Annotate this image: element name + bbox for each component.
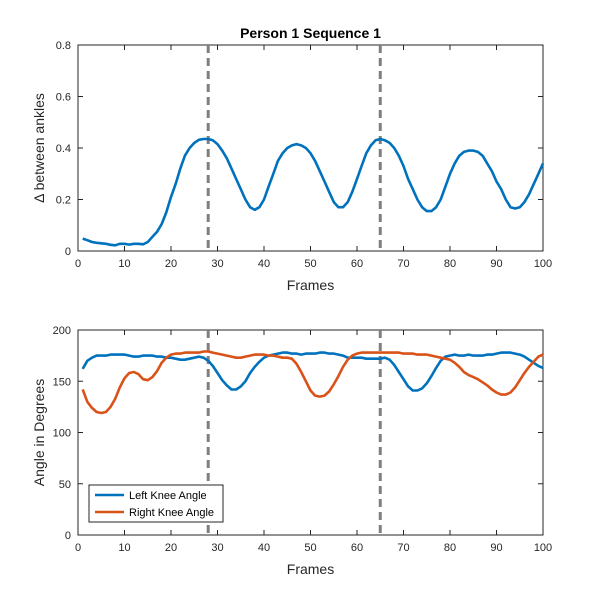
x-axis-label: Frames: [287, 561, 334, 577]
reference-lines: [206, 45, 382, 251]
chart-ankle-distance: 0 10 20 30 40 50 60 70 80 90 100 0 0.2 0.4 0.6 0.8 Per…: [31, 25, 552, 293]
x-tick-label: 80: [444, 542, 456, 554]
chart-knee-angles: 0 10 20 30 40 50 60 70 80 90 100 0 50 100 150 200 Fram…: [31, 325, 552, 577]
x-tick-label: 70: [397, 542, 409, 554]
x-tick-label: 40: [258, 258, 270, 270]
y-tick-labels: 0 0.2 0.4 0.6 0.8: [56, 40, 71, 258]
series-group: [82, 137, 545, 247]
x-tick-label: 10: [118, 542, 130, 554]
x-tick-label: 70: [397, 258, 409, 270]
y-tick-label: 50: [59, 479, 71, 491]
x-tick-label: 100: [534, 258, 552, 270]
y-axis-label: Δ between ankles: [31, 93, 47, 203]
x-tick-label: 60: [351, 258, 363, 270]
x-tick-label: 0: [75, 258, 81, 270]
y-tick-label: 150: [53, 376, 71, 388]
series-line-0: [81, 351, 544, 392]
series-line-0: [82, 137, 545, 247]
x-tick-label: 80: [444, 258, 456, 270]
tick-marks: [77, 329, 544, 536]
x-tick-label: 20: [165, 258, 177, 270]
x-tick-label: 50: [304, 542, 316, 554]
y-tick-label: 0.6: [56, 92, 71, 104]
x-tick-label: 100: [534, 542, 552, 554]
chart-title: Person 1 Sequence 1: [240, 25, 381, 41]
y-tick-label: 0.2: [56, 195, 71, 207]
legend: Left Knee Angle Right Knee Angle: [88, 484, 224, 523]
x-tick-label: 40: [258, 542, 270, 554]
x-tick-label: 10: [118, 258, 130, 270]
y-tick-label: 0.8: [56, 40, 71, 52]
y-tick-label: 0.4: [56, 143, 71, 155]
legend-box: [88, 484, 224, 523]
x-tick-label: 60: [351, 542, 363, 554]
series-group: [81, 350, 544, 415]
y-tick-label: 200: [53, 325, 71, 337]
x-tick-label: 20: [165, 542, 177, 554]
legend-label-left-knee: Left Knee Angle: [129, 490, 207, 502]
legend-label-right-knee: Right Knee Angle: [129, 507, 214, 519]
x-tick-label: 30: [211, 258, 223, 270]
y-tick-labels: 0 50 100 150 200: [53, 325, 71, 542]
tick-marks: [77, 44, 544, 252]
x-tick-labels: 0 10 20 30 40 50 60 70 80 90 100: [75, 258, 552, 270]
x-tick-labels: 0 10 20 30 40 50 60 70 80 90 100: [75, 542, 552, 554]
y-tick-label: 100: [53, 428, 71, 440]
x-tick-label: 0: [75, 542, 81, 554]
y-axis-label: Angle in Degrees: [31, 379, 47, 486]
x-axis-label: Frames: [287, 277, 334, 293]
y-tick-label: 0: [65, 246, 71, 258]
x-tick-label: 50: [304, 258, 316, 270]
y-tick-label: 0: [65, 530, 71, 542]
series-line-1: [81, 350, 544, 415]
x-tick-label: 90: [490, 542, 502, 554]
x-tick-label: 90: [490, 258, 502, 270]
x-tick-label: 30: [211, 542, 223, 554]
